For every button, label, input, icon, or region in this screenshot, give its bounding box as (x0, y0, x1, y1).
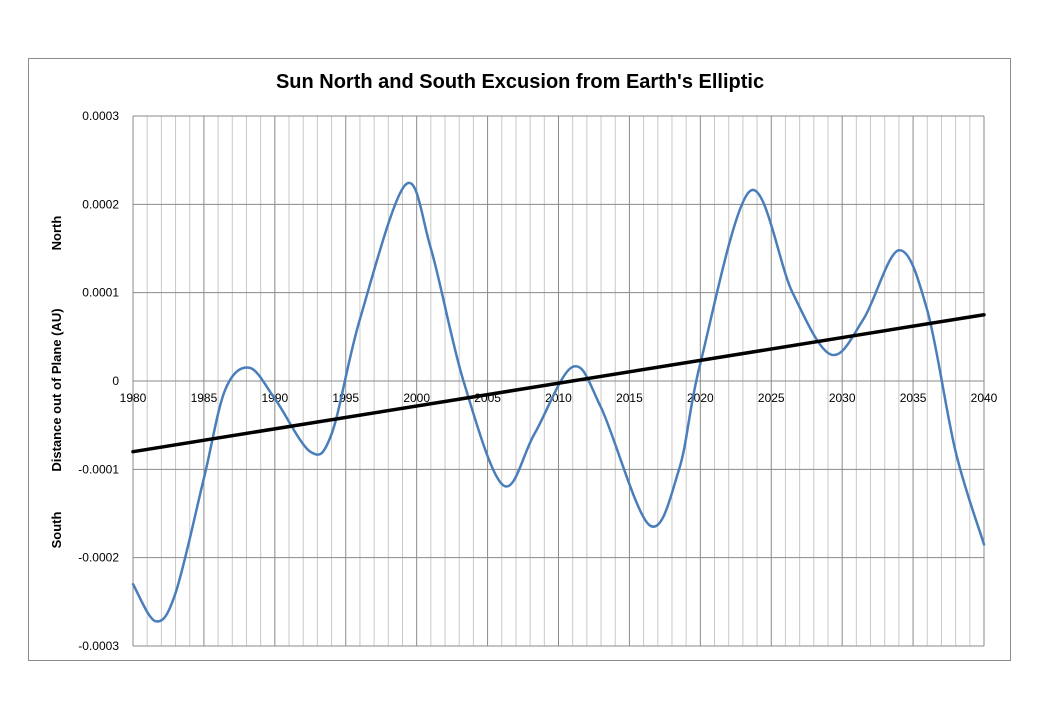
x-tick-label: 1995 (332, 391, 359, 405)
x-tick-label: 2025 (758, 391, 785, 405)
y-axis-south-label: South (49, 512, 64, 549)
x-tick-label: 2015 (616, 391, 643, 405)
x-tick-label: 2030 (829, 391, 856, 405)
chart-title: Sun North and South Excusion from Earth'… (275, 71, 765, 93)
x-tick-label: 2035 (900, 391, 927, 405)
series-lines (131, 181, 986, 623)
chart-frame (28, 58, 1011, 661)
x-tick-label: 2040 (971, 391, 998, 405)
x-tick-label: 2010 (545, 391, 572, 405)
y-tick-labels: 0.0003 0.0002 0.0001 0 -0.0001 -0.0002 -0.0003 (78, 109, 119, 653)
y-tick-label: 0.0002 (82, 197, 119, 211)
y-tick-label: 0.0001 (82, 286, 119, 300)
y-tick-label: -0.0003 (78, 639, 119, 653)
y-tick-label: -0.0001 (78, 462, 119, 476)
x-tick-label: 1980 (120, 391, 147, 405)
x-tick-label: 2000 (403, 391, 430, 405)
y-axis-title: Distance out of Plane (AU) (49, 308, 64, 471)
trend-line (131, 313, 986, 454)
y-tick-label: 0 (112, 374, 119, 388)
x-tick-labels: 1980 1985 1990 1995 2000 2005 2010 2015 2020 2025… (120, 391, 998, 405)
grid (132, 115, 985, 647)
y-axis-north-label: North (49, 216, 64, 251)
excursion-curve (131, 181, 986, 623)
x-tick-label: 1985 (191, 391, 218, 405)
y-tick-label: 0.0003 (82, 109, 119, 123)
y-tick-label: -0.0002 (78, 551, 119, 565)
